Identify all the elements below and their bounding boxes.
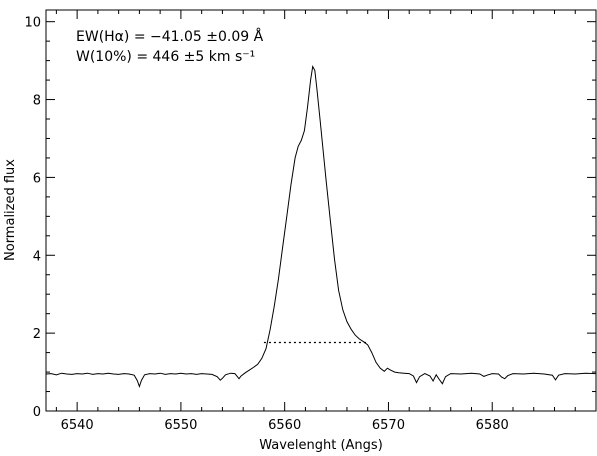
plot-frame xyxy=(45,9,597,412)
y-tick-label: 10 xyxy=(24,16,41,31)
x-tick-label: 6570 xyxy=(372,418,405,433)
y-tick-label: 4 xyxy=(33,249,41,264)
y-tick-label: 6 xyxy=(33,171,41,186)
x-axis-ticks xyxy=(55,10,597,411)
spectrum-series-line xyxy=(45,64,597,389)
y-axis-tick-labels: 0 2 4 6 8 10 xyxy=(24,16,41,420)
equivalent-width-annotation: EW(Hα) = −41.05 ±0.09 Å xyxy=(76,28,264,45)
y-tick-label: 0 xyxy=(33,405,41,420)
y-axis-label: Normalized flux xyxy=(3,159,18,261)
line-width-annotation: W(10%) = 446 ±5 km s⁻¹ xyxy=(76,49,255,65)
x-axis-tick-labels: 6540 6550 6560 6570 6580 xyxy=(61,418,509,433)
y-tick-label: 2 xyxy=(33,327,41,342)
y-tick-label: 8 xyxy=(33,94,41,109)
x-tick-label: 6580 xyxy=(476,418,509,433)
x-axis-label: Wavelenght (Angs) xyxy=(259,438,383,453)
x-tick-label: 6550 xyxy=(164,418,197,433)
x-tick-label: 6560 xyxy=(268,418,301,433)
y-axis-ticks xyxy=(46,21,596,412)
x-tick-label: 6540 xyxy=(61,418,94,433)
